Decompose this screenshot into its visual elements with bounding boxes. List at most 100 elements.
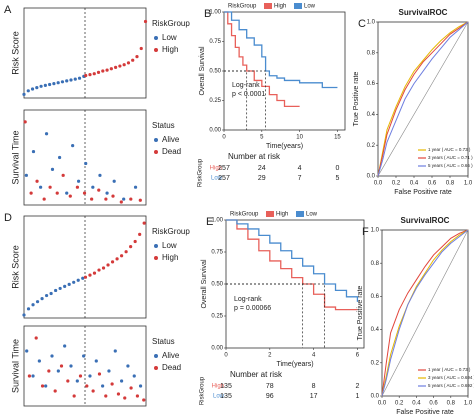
point [59,364,64,368]
point [88,374,92,378]
point [104,197,108,201]
point [107,369,111,373]
legend-label: 3 years ( AUC = 0.694 ) [428,375,474,380]
y-tick-label: 0.6 [367,81,376,87]
risk-count: 257 [218,165,230,172]
annotation: Log-rank [234,296,262,303]
point [40,384,45,388]
point [120,379,124,383]
legend-label: Alive [162,135,180,144]
risk-count: 29 [258,175,266,182]
point [56,369,60,373]
point [61,173,65,177]
risk-count: 7 [298,175,302,182]
point [72,394,76,398]
y-tick-label: 0.75 [209,39,221,45]
risk-row-name: Low [211,176,223,182]
y-tick-label: 0.2 [371,360,380,366]
point [106,263,110,267]
point [119,200,123,204]
y-tick-label: 1.00 [211,218,223,224]
point [111,194,115,198]
roc-curve [377,21,469,177]
point [40,297,44,301]
point [48,185,52,189]
risk-count: 0 [335,165,339,172]
legend-swatch [154,354,158,358]
point [58,155,62,160]
risk-count: 17 [310,393,318,400]
point [35,300,40,304]
point [138,198,142,202]
survival-curve [224,11,300,108]
survival-curve [224,11,338,89]
point [142,398,146,402]
legend-swatch [154,366,158,370]
point [126,61,131,65]
point [133,185,138,189]
point [135,394,140,398]
legend-swatch [154,36,158,40]
point [139,46,143,51]
point [88,73,92,77]
median-guide [226,283,325,348]
point [23,120,27,124]
roc-curve [381,229,469,397]
x-axis-label: False Positive rate [396,409,454,414]
point [27,374,32,378]
y-tick-label: 0.50 [209,69,221,75]
point [50,354,54,358]
point [101,266,106,270]
point [52,82,56,86]
point [75,379,79,383]
x-tick-label: 0.6 [429,401,438,407]
point [69,364,73,368]
reference-diagonal [381,229,469,397]
point [68,194,72,198]
x-tick-label: 4 [312,353,316,359]
legend-title: Status [152,121,175,130]
point [34,336,38,340]
panel-letter: A [4,4,12,16]
point [43,83,47,87]
point [82,191,87,195]
point [122,63,126,67]
x-tick-label: 2 [268,353,272,359]
y-tick-label: 1.00 [209,10,221,16]
risk-count: 4 [298,165,302,172]
point [44,132,49,136]
point [129,386,133,390]
x-tick-label: 0.2 [395,401,404,407]
y-tick-label: 0.00 [211,346,223,352]
panel-letter: F [362,226,369,238]
point [63,284,67,288]
point [76,179,81,183]
risk-table-title: Number at risk [230,370,283,379]
y-tick-label: 0.00 [209,128,221,134]
y-axis-label: Risk Score [10,245,20,289]
point [109,67,113,71]
plot-frame [377,21,469,177]
point [90,197,94,201]
point [118,64,122,68]
x-tick-label: 0.0 [378,401,387,407]
point [120,254,124,258]
legend-label: Dead [162,363,181,372]
chart-title: SurvivalROC [399,8,448,17]
x-tick-label: 1.0 [464,181,473,187]
x-tick-label: 0.6 [428,181,437,187]
legend-title: RiskGroup [152,227,190,236]
annotation: Log-rank [232,82,260,89]
y-tick-label: 0.4 [371,327,380,333]
y-tick-label: 0.50 [211,282,223,288]
risk-count: 2 [355,383,359,390]
point [101,384,105,388]
median-guide [224,70,266,130]
legend-label: High [276,212,288,218]
point [44,384,48,388]
y-tick-label: 1.0 [371,228,380,234]
plot-frame [381,229,469,397]
point [131,58,135,62]
legend-title: Status [152,337,175,346]
y-axis-label: Risk Score [10,31,20,75]
